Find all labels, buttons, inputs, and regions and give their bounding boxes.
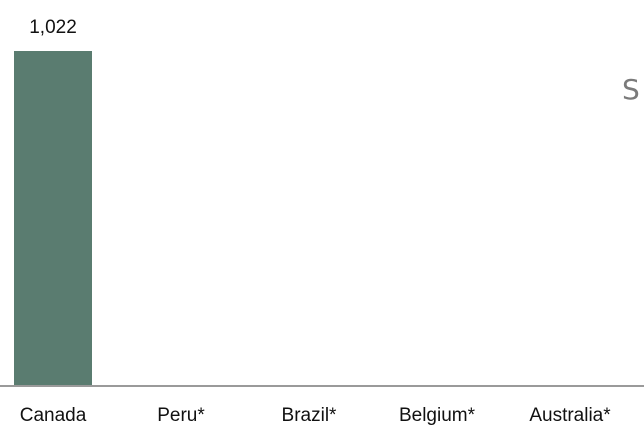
side-text: S (622, 73, 640, 106)
x-tick-label: Canada (20, 405, 87, 426)
x-tick-label: Brazil* (282, 405, 338, 426)
x-tick-labels-layer: Canada Peru* Brazil* Belgium* Australia* (20, 405, 612, 426)
value-labels-layer: 1,022 (29, 17, 77, 38)
x-tick-label: Belgium* (399, 405, 476, 426)
bars-layer (14, 51, 92, 386)
x-tick-label: Peru* (157, 405, 205, 426)
data-label: 1,022 (29, 17, 77, 38)
x-tick-label: Australia* (529, 405, 611, 426)
bar-canada (14, 51, 92, 386)
